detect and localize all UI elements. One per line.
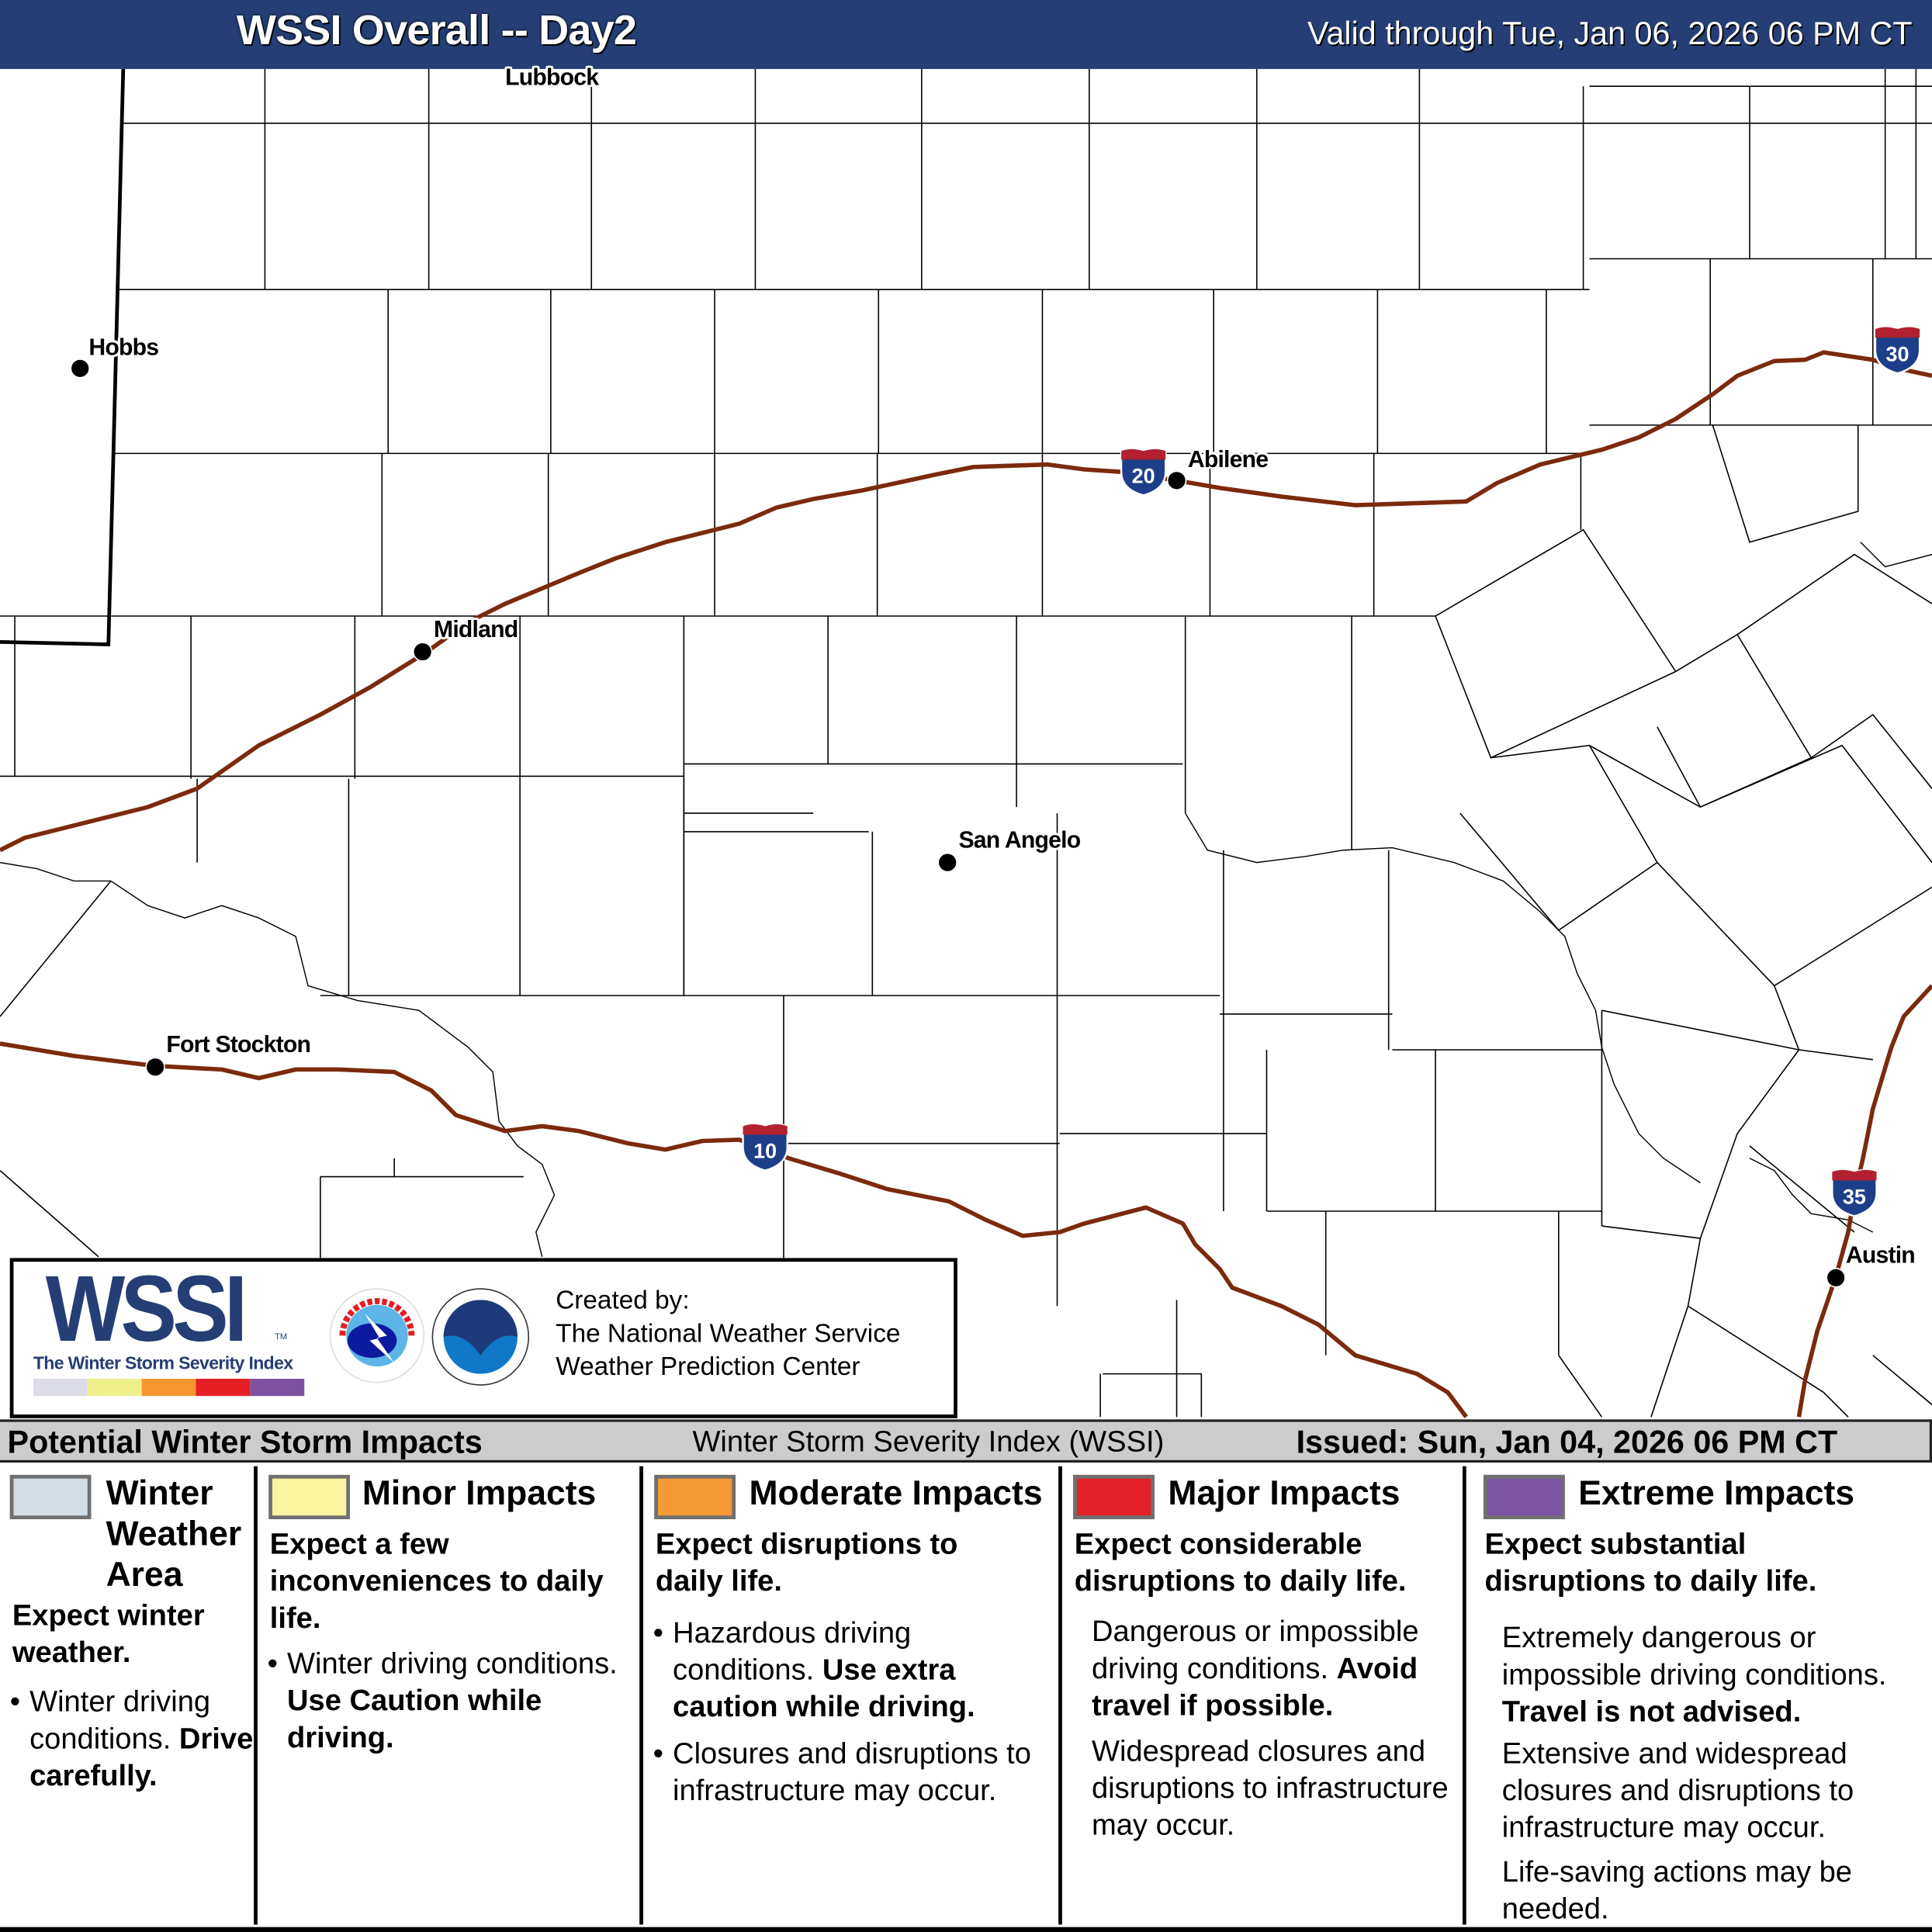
city-label-abilene: Abilene <box>1187 447 1269 473</box>
interstate-35-number: 35 <box>1842 1185 1866 1209</box>
scale-major <box>196 1378 251 1397</box>
winter-weather-body: Expect winter weather. • Winter driving c… <box>9 1598 254 1795</box>
interstate-35-shield: 35 <box>1830 1168 1879 1217</box>
city-dot-abilene <box>1166 470 1187 491</box>
valid-time: Valid through Tue, Jan 06, 2026 06 PM CT <box>1307 15 1913 52</box>
swatch-extreme <box>1483 1474 1565 1520</box>
moderate-bullet-2: • Closures and disruptions to infrastruct… <box>653 1737 1031 1808</box>
legend-index-name: Winter Storm Severity Index (WSSI) <box>692 1425 1165 1459</box>
map-title: WSSI Overall -- Day2 <box>236 7 637 54</box>
city-dot-austin <box>1826 1268 1846 1288</box>
wssi-logo: WSSI <box>45 1269 244 1351</box>
extreme-summary: Expect substantial disruptions to daily … <box>1484 1528 1817 1598</box>
major-title: Major Impacts <box>1168 1473 1401 1512</box>
minor-title: Minor Impacts <box>362 1473 597 1512</box>
swatch-winter-weather <box>9 1474 92 1520</box>
header-bar: WSSI Overall -- Day2 Valid through Tue, … <box>0 0 1932 69</box>
extreme-body: Expect substantial disruptions to daily … <box>1485 1527 1931 1929</box>
scale-moderate <box>141 1378 196 1397</box>
city-dot-hobbs <box>70 358 90 379</box>
minor-body: Expect a few inconveniences to daily lif… <box>267 1527 639 1757</box>
noaa-logo-icon <box>431 1288 530 1386</box>
trademark: TM <box>275 1333 288 1342</box>
legend-major-impacts: Major Impacts Expect considerable disrup… <box>1063 1463 1463 1932</box>
city-label-hobbs: Hobbs <box>88 334 159 362</box>
state-line-nm-tx <box>0 68 126 646</box>
county-borders <box>0 68 1932 1418</box>
moderate-summary: Expect disruptions to daily life. <box>655 1528 958 1598</box>
nws-logo-icon <box>329 1288 425 1383</box>
winter-weather-bullet: • Winter driving conditions. Drive carefu… <box>9 1685 254 1793</box>
interstate-20-number: 20 <box>1131 464 1155 488</box>
extreme-text-3: Life-saving actions may be needed. <box>1501 1855 1853 1927</box>
legend-divider <box>1462 1466 1466 1925</box>
major-text-2: Widespread closures and disruptions to i… <box>1091 1734 1449 1843</box>
moderate-title: Moderate Impacts <box>749 1473 1043 1512</box>
city-label-san-angelo: San Angelo <box>958 828 1081 854</box>
i20-route <box>0 350 1932 853</box>
legend-divider <box>1058 1466 1062 1925</box>
swatch-major <box>1073 1474 1155 1520</box>
extreme-title: Extreme Impacts <box>1578 1473 1855 1512</box>
creator-wpc: Weather Prediction Center <box>556 1352 860 1382</box>
legend-moderate-impacts: Moderate Impacts Expect disruptions to d… <box>645 1463 1059 1932</box>
winter-weather-title: Winter Weather Area <box>106 1473 242 1594</box>
scale-winter-weather <box>33 1378 88 1397</box>
moderate-body: Expect disruptions to daily life. • Hazar… <box>653 1527 1056 1810</box>
city-dot-san-angelo <box>937 852 957 873</box>
issued-time: Issued: Sun, Jan 04, 2026 06 PM CT <box>1296 1423 1838 1460</box>
legend-divider <box>254 1466 258 1925</box>
legend-winter-weather-area: Winter Weather Area Expect winter weather.… <box>0 1463 254 1932</box>
interstate-30-shield: 30 <box>1873 325 1923 375</box>
swatch-moderate <box>654 1474 736 1520</box>
legend-extreme-impacts: Extreme Impacts Expect substantial disru… <box>1467 1463 1932 1932</box>
legend-divider <box>639 1466 643 1925</box>
major-text-1: Dangerous or impossible driving conditio… <box>1091 1615 1419 1723</box>
created-by-block: Created by: The National Weather Service… <box>556 1284 900 1384</box>
minor-summary: Expect a few inconveniences to daily lif… <box>269 1528 604 1636</box>
city-label-fort-stockton: Fort Stockton <box>166 1032 311 1059</box>
rivers <box>0 542 1932 1257</box>
swatch-minor <box>268 1474 350 1520</box>
city-dot-midland <box>412 642 433 662</box>
created-by-label: Created by: <box>556 1286 690 1315</box>
city-label-lubbock: Lubbock <box>505 65 599 92</box>
interstate-30-number: 30 <box>1885 342 1909 366</box>
winter-weather-summary: Expect winter weather. <box>12 1599 205 1670</box>
extreme-text-1: Extremely dangerous or impossible drivin… <box>1501 1621 1887 1729</box>
legend-minor-impacts: Minor Impacts Expect a few inconvenience… <box>258 1463 639 1932</box>
minor-bullet: • Winter driving conditions. Use Caution … <box>267 1647 618 1755</box>
bottom-border <box>0 1927 1932 1932</box>
county-map <box>0 68 1932 1418</box>
scale-extreme <box>250 1378 305 1397</box>
creator-nws: The National Weather Service <box>556 1319 901 1349</box>
scale-minor <box>87 1378 142 1397</box>
logo-box: WSSI TM The Winter Storm Severity Index … <box>9 1258 957 1418</box>
legend-title-bar: Potential Winter Storm Impacts Winter St… <box>0 1419 1932 1463</box>
interstate-10-number: 10 <box>753 1139 777 1164</box>
city-label-austin: Austin <box>1845 1243 1916 1269</box>
wssi-subtitle: The Winter Storm Severity Index <box>33 1354 293 1374</box>
major-body: Expect considerable disruptions to daily… <box>1075 1527 1463 1845</box>
i10-route <box>0 1041 1468 1418</box>
moderate-bullet-1: • Hazardous driving conditions. Use extra… <box>653 1616 975 1724</box>
wssi-color-scale <box>33 1378 305 1397</box>
extreme-text-2: Extensive and widespread closures and di… <box>1501 1737 1854 1845</box>
legend-heading: Potential Winter Storm Impacts <box>7 1423 483 1460</box>
interstate-20-shield: 20 <box>1119 447 1169 497</box>
city-dot-fort-stockton <box>145 1057 165 1077</box>
city-label-midland: Midland <box>433 617 518 643</box>
major-summary: Expect considerable disruptions to daily… <box>1074 1528 1407 1598</box>
interstate-10-shield: 10 <box>740 1123 790 1172</box>
